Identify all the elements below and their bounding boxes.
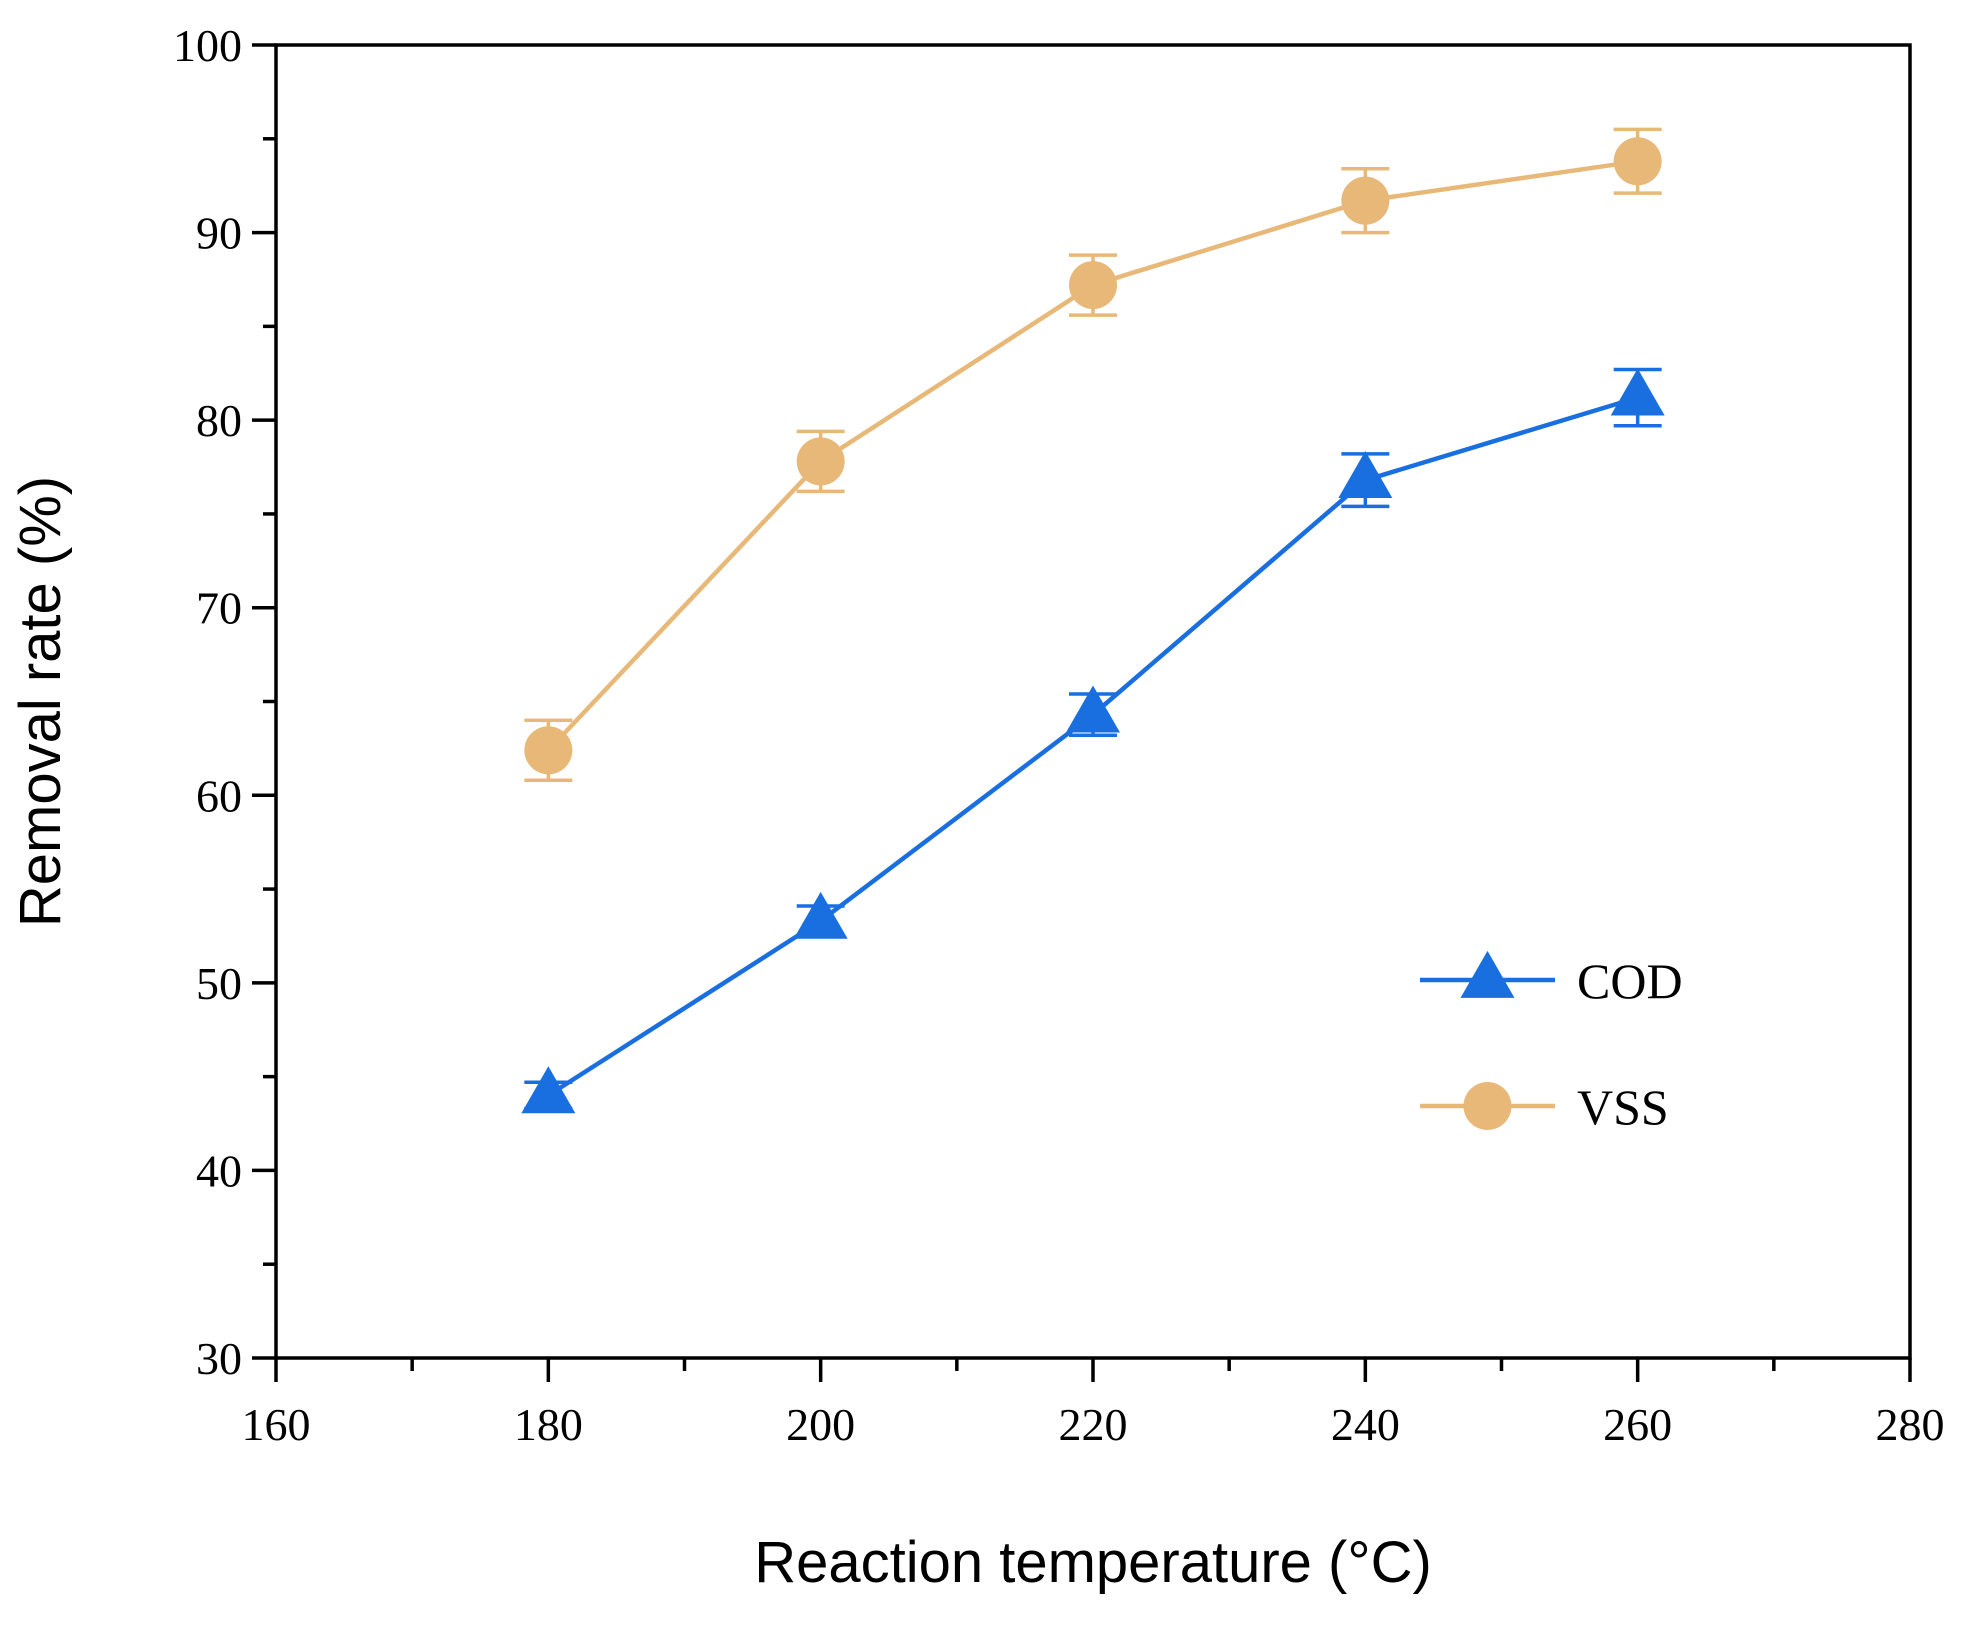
- data-point: [521, 1066, 576, 1114]
- legend-item-cod: COD: [1420, 950, 1683, 1009]
- x-tick-label: 180: [514, 1399, 583, 1450]
- data-point: [1341, 176, 1390, 225]
- legend-marker: [1460, 950, 1515, 998]
- data-point: [1610, 368, 1665, 416]
- y-tick-label: 80: [196, 395, 242, 446]
- data-point: [1338, 451, 1393, 499]
- y-tick-label: 100: [173, 20, 242, 71]
- x-tick-label: 200: [786, 1399, 855, 1450]
- x-tick-label: 220: [1059, 1399, 1128, 1450]
- series-cod: [521, 367, 1665, 1114]
- axis-ticks: [252, 43, 1912, 1382]
- data-point: [796, 437, 845, 486]
- x-tick-label: 260: [1603, 1399, 1672, 1450]
- y-tick-label: 40: [196, 1145, 242, 1196]
- y-tick-label: 60: [196, 770, 242, 821]
- plot-frame: [274, 43, 1912, 1360]
- y-tick-label: 90: [196, 208, 242, 259]
- data-point: [1069, 261, 1117, 310]
- legend-marker: [1463, 1082, 1512, 1130]
- y-tick-label: 50: [196, 958, 242, 1009]
- y-tick-label: 30: [196, 1333, 242, 1384]
- legend: COD VSS: [1420, 950, 1683, 1135]
- tick-labels: 160 180 200 220 240 260 280 30 40 50 60 70 80 90 100: [173, 20, 1945, 1450]
- legend-item-vss: VSS: [1420, 1079, 1669, 1135]
- x-axis-title: Reaction temperature (°C): [754, 1530, 1432, 1595]
- data-point: [524, 726, 573, 775]
- y-axis-title: Removal rate (%): [8, 476, 73, 927]
- x-tick-label: 280: [1876, 1399, 1945, 1450]
- data-point: [1613, 137, 1662, 186]
- data-point: [1066, 685, 1120, 733]
- legend-label: VSS: [1577, 1079, 1669, 1135]
- legend-label: COD: [1577, 953, 1683, 1009]
- x-tick-label: 240: [1331, 1399, 1400, 1450]
- series-layer: [521, 127, 1665, 1114]
- data-point: [793, 891, 848, 939]
- x-tick-label: 160: [242, 1399, 311, 1450]
- y-tick-label: 70: [196, 583, 242, 634]
- series-vss: [524, 127, 1662, 783]
